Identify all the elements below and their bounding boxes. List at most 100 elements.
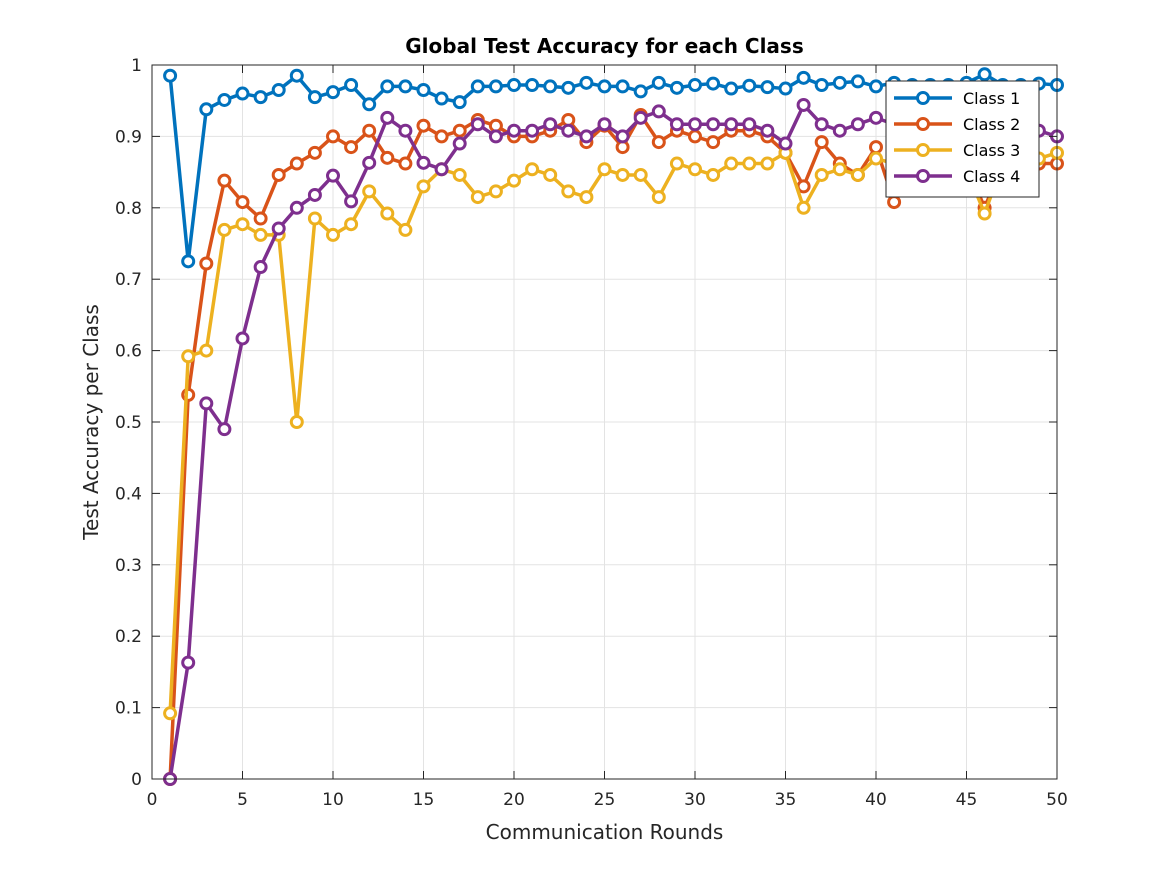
legend-swatch-marker bbox=[916, 91, 930, 105]
data-point bbox=[398, 123, 413, 138]
data-point bbox=[362, 155, 377, 170]
legend-entry: Class 3 bbox=[894, 141, 1020, 160]
data-point bbox=[416, 82, 431, 97]
data-point bbox=[688, 77, 702, 92]
data-point bbox=[326, 227, 340, 242]
data-point bbox=[235, 86, 250, 101]
data-point bbox=[706, 167, 721, 182]
data-point bbox=[796, 200, 811, 215]
data-point bbox=[597, 117, 612, 132]
data-point bbox=[832, 162, 847, 177]
data-point bbox=[470, 190, 485, 205]
data-point bbox=[235, 217, 250, 232]
data-point bbox=[814, 167, 829, 182]
data-point bbox=[289, 156, 304, 171]
data-point bbox=[380, 150, 395, 165]
y-tick-label: 0.8 bbox=[115, 199, 142, 219]
data-point bbox=[452, 123, 467, 138]
data-point bbox=[344, 194, 359, 209]
data-point bbox=[977, 206, 992, 221]
data-point bbox=[669, 117, 684, 132]
data-point bbox=[452, 136, 467, 151]
data-point bbox=[977, 67, 992, 82]
legend-swatch-marker bbox=[916, 143, 930, 157]
data-point bbox=[615, 167, 630, 182]
y-tick-label: 0.2 bbox=[115, 627, 142, 647]
data-point bbox=[742, 117, 757, 132]
data-point bbox=[615, 129, 630, 144]
x-axis-title: Communication Rounds bbox=[486, 820, 724, 844]
data-point bbox=[633, 167, 648, 182]
data-point bbox=[561, 184, 576, 199]
data-point bbox=[543, 167, 558, 182]
data-point bbox=[181, 655, 196, 670]
legend-entry: Class 1 bbox=[894, 89, 1020, 108]
data-point bbox=[850, 167, 865, 182]
data-point bbox=[796, 179, 811, 194]
x-tick-label: 40 bbox=[865, 790, 887, 810]
chart-title: Global Test Accuracy for each Class bbox=[405, 34, 804, 58]
data-point bbox=[706, 76, 721, 91]
data-point bbox=[633, 110, 648, 125]
data-point bbox=[488, 129, 503, 144]
data-point bbox=[326, 168, 340, 183]
data-point bbox=[724, 81, 739, 96]
data-point bbox=[253, 211, 268, 226]
data-point bbox=[669, 156, 684, 171]
data-point bbox=[724, 117, 739, 132]
data-point bbox=[651, 104, 666, 119]
data-point bbox=[869, 110, 883, 125]
data-point bbox=[398, 222, 413, 237]
data-point bbox=[217, 173, 232, 188]
x-tick-label: 15 bbox=[413, 790, 435, 810]
legend-swatch-marker bbox=[916, 169, 930, 183]
data-point bbox=[344, 77, 359, 92]
data-point bbox=[688, 162, 702, 177]
y-tick-label: 0.1 bbox=[115, 699, 142, 719]
data-point bbox=[380, 206, 395, 221]
data-point bbox=[235, 331, 250, 346]
data-point bbox=[633, 84, 648, 99]
y-tick-label: 0.7 bbox=[115, 270, 142, 290]
data-point bbox=[507, 77, 521, 92]
data-point bbox=[217, 222, 232, 237]
data-point bbox=[597, 162, 612, 177]
data-point bbox=[199, 343, 214, 358]
data-point bbox=[344, 217, 359, 232]
data-point bbox=[579, 75, 594, 90]
data-point bbox=[398, 156, 413, 171]
data-point bbox=[199, 396, 214, 411]
data-point bbox=[814, 135, 829, 150]
legend-label: Class 2 bbox=[963, 115, 1020, 134]
y-axis-title: Test Accuracy per Class bbox=[79, 304, 103, 541]
data-point bbox=[307, 187, 322, 202]
y-tick-label: 0.4 bbox=[115, 484, 142, 504]
data-point bbox=[579, 129, 594, 144]
data-point bbox=[760, 80, 775, 95]
data-point bbox=[488, 184, 503, 199]
data-point bbox=[289, 200, 304, 215]
x-tick-label: 35 bbox=[775, 790, 797, 810]
data-point bbox=[651, 190, 666, 205]
data-point bbox=[271, 82, 286, 97]
data-point bbox=[488, 79, 503, 94]
data-point bbox=[525, 77, 540, 92]
data-point bbox=[814, 117, 829, 132]
data-point bbox=[778, 81, 793, 96]
data-point bbox=[561, 80, 576, 95]
data-point bbox=[326, 85, 340, 100]
data-point bbox=[778, 136, 793, 151]
legend-label: Class 3 bbox=[963, 141, 1020, 160]
data-point bbox=[362, 184, 377, 199]
data-point bbox=[651, 75, 666, 90]
data-point bbox=[307, 211, 322, 226]
legend-label: Class 1 bbox=[963, 89, 1020, 108]
legend-swatch-marker bbox=[916, 117, 930, 131]
data-point bbox=[434, 162, 449, 177]
data-point bbox=[181, 349, 196, 364]
data-point bbox=[579, 190, 594, 205]
y-tick-label: 0.5 bbox=[115, 413, 142, 433]
data-point bbox=[525, 162, 540, 177]
data-point bbox=[796, 70, 811, 85]
